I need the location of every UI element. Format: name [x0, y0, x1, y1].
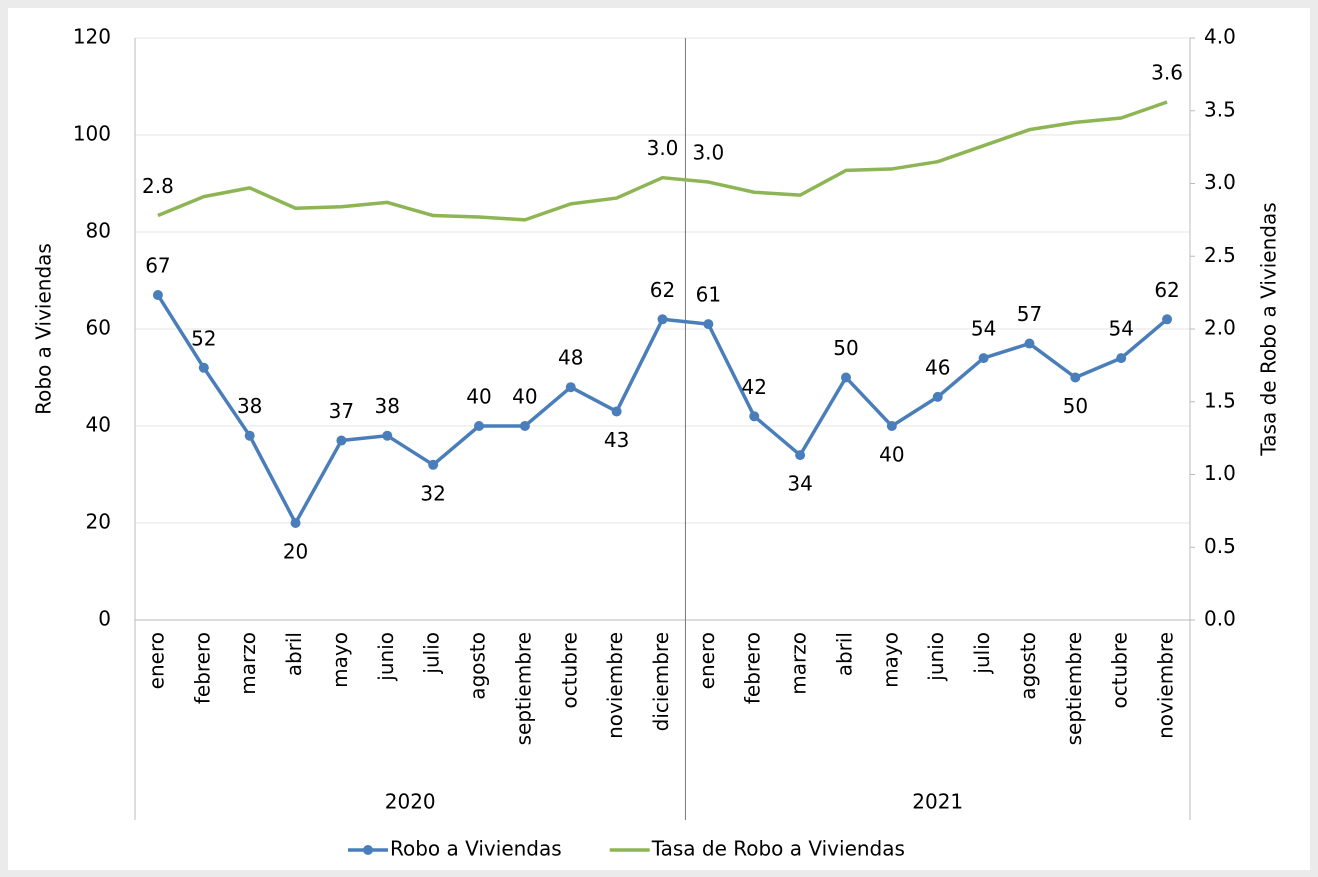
data-point	[1070, 372, 1081, 383]
data-label: 54	[971, 317, 996, 341]
data-point	[474, 421, 485, 431]
data-point	[657, 314, 668, 325]
y2-tick-label: 2.5	[1204, 243, 1236, 267]
x-tick-label: abril	[832, 632, 856, 676]
data-label: 3.0	[692, 141, 724, 165]
x-tick-label: abril	[282, 632, 306, 676]
data-point	[886, 421, 897, 431]
x-tick-label: agosto	[466, 632, 490, 700]
data-label: 20	[283, 540, 308, 564]
legend-marker	[363, 845, 373, 855]
x-tick-label: septiembre	[511, 632, 535, 745]
y2-axis-title: Tasa de Robo a Viviendas	[1257, 202, 1281, 456]
data-label: 2.8	[142, 174, 174, 198]
y2-tick-label: 3.5	[1204, 97, 1236, 121]
data-label: 54	[1108, 317, 1133, 341]
data-point	[244, 430, 255, 441]
data-point	[795, 450, 806, 461]
data-label: 52	[191, 326, 216, 350]
y-tick-label: 0	[98, 607, 111, 631]
data-point	[565, 382, 576, 393]
data-point	[428, 459, 439, 470]
legend-label: Robo a Viviendas	[390, 837, 562, 861]
x-tick-label: marzo	[787, 632, 811, 695]
x-tick-label: junio	[924, 632, 948, 682]
data-label: 40	[512, 385, 537, 409]
y2-tick-label: 2.0	[1204, 316, 1236, 340]
y-tick-label: 20	[86, 510, 111, 534]
data-point	[749, 411, 760, 422]
data-point	[152, 290, 163, 301]
y2-tick-label: 0.5	[1204, 534, 1236, 558]
x-tick-label: septiembre	[1062, 632, 1086, 745]
y-tick-label: 100	[73, 122, 111, 146]
data-point	[611, 406, 622, 417]
data-point	[978, 353, 989, 364]
data-label: 50	[833, 336, 858, 360]
data-point	[840, 372, 851, 383]
data-label: 38	[237, 394, 262, 418]
data-point	[703, 319, 714, 330]
series-line	[157, 100, 1168, 222]
data-label: 62	[650, 278, 675, 302]
data-point	[1024, 338, 1035, 349]
y-tick-label: 60	[86, 316, 111, 340]
data-label: 34	[787, 472, 812, 496]
data-point	[1116, 353, 1127, 364]
y2-tick-label: 3.0	[1204, 170, 1236, 194]
y2-tick-label: 0.0	[1204, 607, 1236, 631]
data-label: 57	[1017, 302, 1042, 326]
y-tick-label: 120	[73, 25, 111, 49]
y2-tick-label: 1.5	[1204, 388, 1236, 412]
x-tick-label: febrero	[190, 632, 214, 704]
data-label: 50	[1063, 394, 1088, 418]
group-label: 2021	[912, 790, 963, 814]
x-tick-label: agosto	[1016, 632, 1040, 700]
data-label: 3.0	[647, 136, 679, 160]
x-tick-label: enero	[144, 632, 168, 689]
x-tick-label: marzo	[236, 632, 260, 695]
data-point	[932, 391, 943, 402]
y-axis-title: Robo a Viviendas	[32, 243, 56, 415]
y2-tick-label: 4.0	[1204, 25, 1236, 49]
x-tick-label: diciembre	[649, 632, 673, 731]
data-label: 3.6	[1151, 61, 1183, 85]
x-tick-label: mayo	[328, 632, 352, 688]
x-tick-label: octubre	[557, 632, 581, 709]
data-label: 46	[925, 355, 950, 379]
group-label: 2020	[385, 790, 436, 814]
x-tick-label: junio	[374, 632, 398, 682]
data-point	[290, 518, 301, 528]
x-tick-label: noviembre	[1154, 632, 1178, 739]
data-point	[336, 435, 347, 446]
data-label: 38	[375, 394, 400, 418]
data-label: 40	[879, 443, 904, 467]
x-tick-label: julio	[420, 632, 444, 675]
y-tick-label: 80	[86, 219, 111, 243]
x-tick-label: enero	[695, 632, 719, 689]
y-tick-label: 40	[86, 413, 111, 437]
legend-label: Tasa de Robo a Viviendas	[651, 837, 905, 861]
data-label: 43	[604, 428, 629, 452]
chart-panel	[8, 8, 1310, 870]
data-label: 32	[420, 481, 445, 505]
data-point	[519, 421, 530, 431]
data-label: 48	[558, 346, 583, 370]
data-label: 37	[329, 399, 354, 423]
x-tick-label: noviembre	[603, 632, 627, 739]
data-point	[382, 430, 393, 441]
x-tick-label: julio	[970, 632, 994, 675]
x-tick-label: mayo	[878, 632, 902, 688]
data-label: 61	[696, 283, 721, 307]
x-tick-label: febrero	[741, 632, 765, 704]
data-label: 67	[145, 254, 170, 278]
data-point	[1162, 314, 1173, 325]
y2-tick-label: 1.0	[1204, 461, 1236, 485]
data-label: 42	[742, 375, 767, 399]
data-point	[198, 362, 209, 373]
data-label: 40	[466, 385, 491, 409]
data-label: 62	[1154, 278, 1179, 302]
x-tick-label: octubre	[1108, 632, 1132, 709]
